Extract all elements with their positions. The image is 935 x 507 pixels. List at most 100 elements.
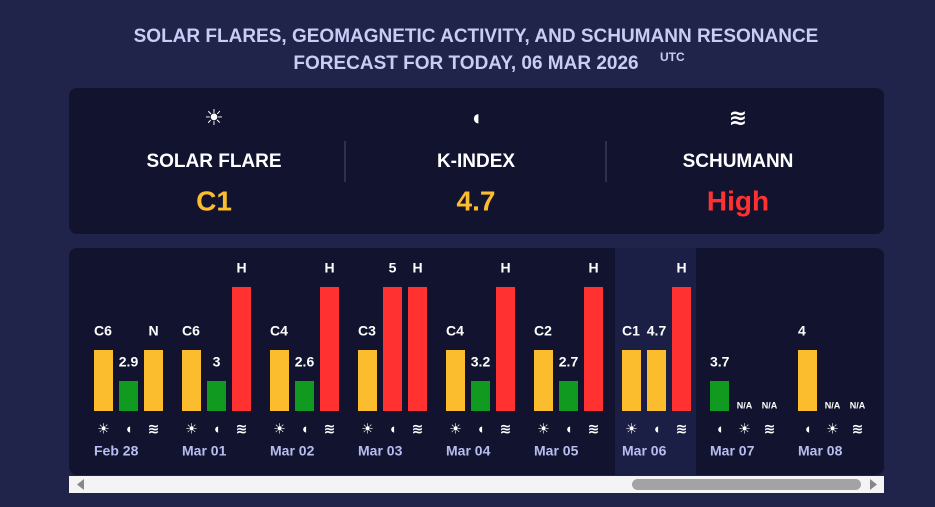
bar: [144, 350, 163, 411]
bar-label: C1: [622, 323, 640, 339]
summary-label: SOLAR FLARE: [146, 151, 281, 172]
date-label: Mar 06: [622, 443, 667, 459]
bar-icon: ≋: [324, 421, 336, 437]
scroll-left[interactable]: [77, 479, 84, 490]
bar-icon: ◖: [564, 421, 572, 437]
bar-icon: ☀: [449, 421, 462, 437]
summary-value: C1: [196, 185, 232, 216]
bar-icon: ◖: [715, 421, 723, 437]
bar-icon: ◖: [803, 421, 811, 437]
bar: [182, 350, 201, 411]
bar: [559, 381, 578, 411]
bar-label: H: [676, 260, 686, 276]
bar-label: C3: [358, 323, 376, 339]
bar-label: N/A: [850, 400, 866, 410]
bar-icon: ☀: [97, 421, 110, 437]
bar-label: H: [588, 260, 598, 276]
summary-label: K-INDEX: [437, 151, 515, 172]
date-label: Mar 04: [446, 443, 491, 459]
bar: [672, 287, 691, 411]
bar-icon: ◖: [124, 421, 132, 437]
bar-icon: ◖: [476, 421, 484, 437]
date-label: Mar 02: [270, 443, 315, 459]
bar: [496, 287, 515, 411]
date-label: Feb 28: [94, 443, 139, 459]
summary-icon: ≋: [729, 105, 747, 130]
bar-label: N: [148, 323, 158, 339]
date-label: Mar 07: [710, 443, 755, 459]
bar-label: N/A: [762, 400, 778, 410]
bar-label: H: [324, 260, 334, 276]
bar-label: H: [500, 260, 510, 276]
bar-icon: ◖: [388, 421, 396, 437]
bar: [119, 381, 138, 411]
bar: [94, 350, 113, 411]
date-label: Mar 05: [534, 443, 579, 459]
bar-icon: ☀: [537, 421, 550, 437]
bar-icon: ◖: [652, 421, 660, 437]
bar-icon: ≋: [412, 421, 424, 437]
bar-label: H: [236, 260, 246, 276]
utc: UTC: [660, 50, 685, 64]
date-label: Mar 01: [182, 443, 227, 459]
bar-label: 3: [213, 354, 221, 370]
bar-label: 4: [798, 323, 806, 339]
bar-icon: ☀: [826, 421, 839, 437]
bar-label: 2.6: [295, 354, 315, 370]
bar-icon: ≋: [500, 421, 512, 437]
bar-icon: ◖: [212, 421, 220, 437]
bar-label: C2: [534, 323, 552, 339]
bar: [446, 350, 465, 411]
bar-icon: ≋: [236, 421, 248, 437]
bar: [232, 287, 251, 411]
bar: [295, 381, 314, 411]
bar-label: C6: [182, 323, 200, 339]
bar: [584, 287, 603, 411]
bar: [622, 350, 641, 411]
bar: [320, 287, 339, 411]
bar-label: 4.7: [647, 323, 667, 339]
summary-label: SCHUMANN: [683, 151, 794, 172]
bar-label: C4: [446, 323, 464, 339]
bar: [710, 381, 729, 411]
summary-value: 4.7: [457, 185, 496, 216]
bar-icon: ☀: [361, 421, 374, 437]
bar: [270, 350, 289, 411]
bar-label: H: [412, 260, 422, 276]
bar: [798, 350, 817, 411]
bar: [534, 350, 553, 411]
title: FORECAST FOR TODAY, 06 MAR 2026: [293, 53, 638, 74]
bar-label: N/A: [825, 400, 841, 410]
date-label: Mar 08: [798, 443, 843, 459]
title: SOLAR FLARES, GEOMAGNETIC ACTIVITY, AND …: [134, 26, 819, 47]
bar-icon: ≋: [148, 421, 160, 437]
bar-icon: ☀: [738, 421, 751, 437]
bar-label: 3.7: [710, 354, 730, 370]
bar-label: C6: [94, 323, 112, 339]
bar-label: 2.9: [119, 354, 139, 370]
bar-icon: ☀: [625, 421, 638, 437]
bar-label: 2.7: [559, 354, 579, 370]
bar-label: N/A: [737, 400, 753, 410]
summary-icon: ◖: [469, 105, 482, 130]
bar: [207, 381, 226, 411]
bar-label: 3.2: [471, 354, 491, 370]
bar-icon: ≋: [852, 421, 864, 437]
scroll-thumb[interactable]: [632, 479, 861, 490]
bar-icon: ≋: [588, 421, 600, 437]
bar: [471, 381, 490, 411]
bar: [408, 287, 427, 411]
bar: [647, 350, 666, 411]
bar-icon: ☀: [273, 421, 286, 437]
scroll-right[interactable]: [870, 479, 877, 490]
bar: [358, 350, 377, 411]
summary-value: High: [707, 185, 769, 216]
bar-icon: ◖: [300, 421, 308, 437]
bar-icon: ≋: [764, 421, 776, 437]
summary-icon: ☀: [204, 105, 224, 130]
bar: [383, 287, 402, 411]
date-label: Mar 03: [358, 443, 403, 459]
bar-label: 5: [389, 260, 397, 276]
